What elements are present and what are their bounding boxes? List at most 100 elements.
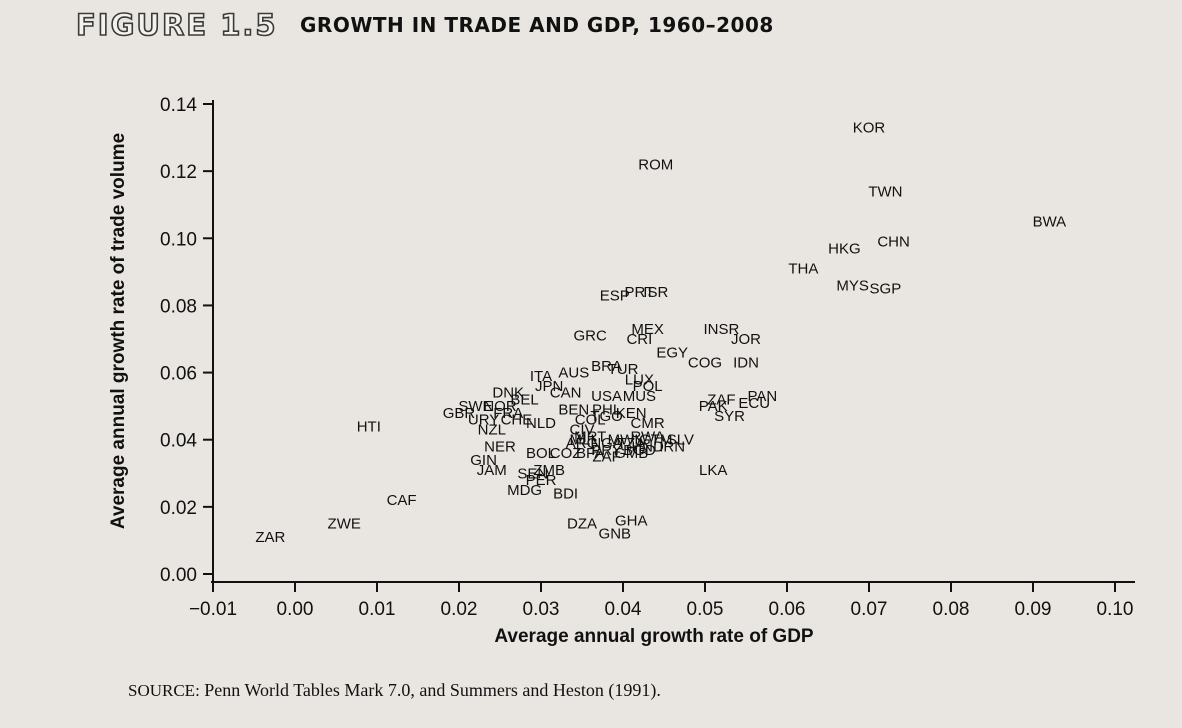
data-point-isr: ISR (643, 284, 668, 301)
data-point-ben: BEN (558, 402, 589, 419)
data-point-ury: URY (468, 412, 499, 429)
data-point-kor: KOR (853, 120, 886, 137)
y-tick-label: 0.06 (160, 364, 197, 385)
data-point-hti: HTI (357, 418, 381, 435)
data-point-bdi: BDI (553, 485, 578, 502)
data-point-col: COL (575, 412, 606, 429)
data-point-syr: SYR (714, 408, 745, 425)
data-point-sgp: SGP (870, 281, 902, 298)
data-point-zmb: ZMB (533, 462, 565, 479)
data-point-grc: GRC (574, 328, 608, 345)
data-point-mwi: MWI (608, 432, 639, 449)
data-point-pak: PAK (699, 398, 728, 415)
data-point-dnk: DNK (492, 385, 524, 402)
data-point-zaf: ZAF (592, 449, 620, 466)
data-point-prt: PRT (625, 284, 655, 301)
data-point-aus: AUS (558, 365, 589, 382)
data-point-mys: MYS (836, 277, 869, 294)
y-tick-label: 0.02 (160, 498, 197, 519)
x-tick-label: 0.09 (1015, 599, 1052, 620)
data-point-nga: NGA (590, 435, 623, 452)
data-point-mus: MUS (623, 388, 656, 405)
data-point-bgd: BGD (623, 442, 656, 459)
data-point-lka: LKA (699, 462, 727, 479)
data-point-ken: KEN (616, 405, 647, 422)
data-point-gbr: GBR (443, 405, 476, 422)
source-note: SOURCE: Penn World Tables Mark 7.0, and … (128, 680, 661, 701)
data-point-pry: PRY (591, 442, 622, 459)
figure-header: FIGURE 1.5 GROWTH IN TRADE AND GDP, 1960… (75, 7, 774, 48)
y-tick-label: 0.00 (160, 565, 197, 586)
data-point-can: CAN (550, 385, 582, 402)
y-axis-title: Average annual growth rate of trade volu… (108, 133, 129, 529)
data-point-phl: PHL (592, 402, 621, 419)
data-point-caf: CAF (387, 492, 417, 509)
data-point-bwa: BWA (1033, 214, 1067, 231)
data-point-tza: TZA (617, 435, 645, 452)
data-point-esp: ESP (600, 287, 630, 304)
data-point-jpn: JPN (535, 378, 563, 395)
data-point-slv: SLV (667, 432, 694, 449)
data-point-gha: GHA (615, 512, 648, 529)
x-tick-label: 0.03 (523, 599, 560, 620)
data-point-mdg: MDG (507, 482, 542, 499)
y-tick-label: 0.14 (160, 95, 197, 116)
data-point-dza: DZA (567, 516, 597, 533)
data-point-mli: MLI (569, 432, 594, 449)
data-point-hkg: HKG (828, 240, 861, 257)
x-tick-label: 0.10 (1097, 599, 1134, 620)
data-point-gtm: GTM (639, 432, 672, 449)
y-tick-label: 0.08 (160, 296, 197, 317)
data-point-swe: SWE (458, 398, 492, 415)
data-point-twn: TWN (868, 183, 902, 200)
x-tick-label: 0.05 (687, 599, 724, 620)
y-tick-label: 0.10 (160, 229, 197, 250)
data-point-rom: ROM (638, 156, 673, 173)
data-point-zaf: ZAF (707, 391, 735, 408)
data-point-che: CHE (501, 412, 533, 429)
figure-number: FIGURE 1.5 (75, 7, 278, 43)
data-point-ner: NER (484, 438, 516, 455)
data-point-egy: EGY (656, 344, 688, 361)
data-point-mex: MEX (631, 321, 664, 338)
data-point-fra: FRA (493, 405, 523, 422)
data-point-ita: ITA (530, 368, 552, 385)
data-point-insr: INSR (703, 321, 739, 338)
data-point-gin: GIN (470, 452, 497, 469)
x-tick-label: 0.01 (359, 599, 396, 620)
data-point-per: PER (526, 472, 557, 489)
data-point-gmb: GMB (614, 445, 648, 462)
x-tick-label: 0.07 (851, 599, 888, 620)
data-point-gnb: GNB (599, 526, 632, 543)
y-tick-label: 0.12 (160, 162, 197, 183)
data-point-nzl: NZL (478, 422, 506, 439)
data-point-sen: SEN (517, 465, 548, 482)
data-point-rwa: RWA (631, 428, 665, 445)
data-point-civ: CIV (569, 422, 594, 439)
data-point-cmr: CMR (631, 415, 665, 432)
data-point-coz: COZ (550, 445, 582, 462)
data-point-bfa: BFA (576, 445, 604, 462)
data-point-pan: PAN (748, 388, 778, 405)
data-point-jor: JOR (731, 331, 761, 348)
scatter-chart: 0.00 0.02 0.04 0.06 0.08 0.10 0.12 0.14 −0.01 0.… (108, 95, 1135, 647)
data-point-cog: COG (688, 355, 722, 372)
data-point-pol: POL (633, 378, 663, 395)
data-point-cri: CRI (626, 331, 652, 348)
data-point-nld: NLD (526, 415, 556, 432)
x-tick-label: −0.01 (189, 599, 237, 620)
y-tick-label: 0.04 (160, 431, 197, 452)
data-point-mrt: MRT (574, 428, 606, 445)
x-tick-label: 0.08 (933, 599, 970, 620)
data-point-zar: ZAR (255, 529, 285, 546)
source-text: Penn World Tables Mark 7.0, and Summers … (204, 680, 661, 700)
x-tick-label: 0.00 (277, 599, 314, 620)
data-point-bel: BEL (510, 391, 538, 408)
data-point-lux: LUX (625, 371, 654, 388)
data-point-chn: CHN (877, 234, 910, 251)
data-point-tha: THA (788, 261, 818, 278)
y-ticks: 0.00 0.02 0.04 0.06 0.08 0.10 0.12 0.14 (160, 95, 213, 586)
data-point-arg: ARG (566, 435, 599, 452)
x-tick-label: 0.06 (769, 599, 806, 620)
